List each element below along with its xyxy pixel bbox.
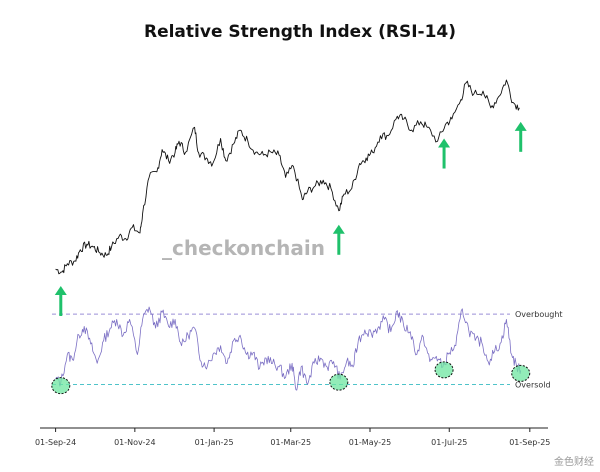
up-arrow-head	[54, 286, 67, 295]
up-arrow-icon	[332, 224, 345, 255]
up-arrow-head	[514, 121, 527, 131]
level-lines: Overbought Oversold	[52, 310, 563, 389]
up-arrow-head	[332, 224, 345, 234]
up-arrow-icon	[54, 286, 67, 316]
up-arrow-icon	[438, 138, 451, 169]
annotation-layer	[51, 121, 531, 395]
x-tick-label: 01-Sep-24	[35, 438, 76, 447]
price-line	[55, 79, 520, 275]
x-tick-label: 01-Nov-24	[114, 438, 156, 447]
oversold-circle	[511, 364, 531, 382]
oversold-circle	[329, 373, 349, 391]
series-layer	[55, 79, 522, 391]
x-tick-label: 01-Sep-25	[509, 438, 550, 447]
up-arrow-icon	[514, 121, 527, 152]
footer-mark: 金色财经	[554, 457, 594, 468]
x-tick-label: 01-Jul-25	[431, 438, 467, 447]
x-tick-label: 01-Jan-25	[195, 438, 234, 447]
oversold-circle	[434, 361, 454, 379]
tick-layer: 01-Sep-24 01-Nov-24 01-Jan-25 01-Mar-25 01-M…	[35, 428, 550, 447]
x-tick-label: 01-Mar-25	[270, 438, 311, 447]
oversold-circle	[51, 377, 71, 395]
chart-title: Relative Strength Index (RSI-14)	[143, 22, 457, 42]
up-arrow-head	[438, 138, 451, 148]
level-label-overbought: Overbought	[515, 310, 563, 319]
watermark: _checkonchain	[162, 236, 325, 260]
level-label-oversold: Oversold	[515, 380, 551, 389]
x-tick-label: 01-May-25	[349, 438, 392, 447]
rsi-line	[55, 306, 522, 391]
